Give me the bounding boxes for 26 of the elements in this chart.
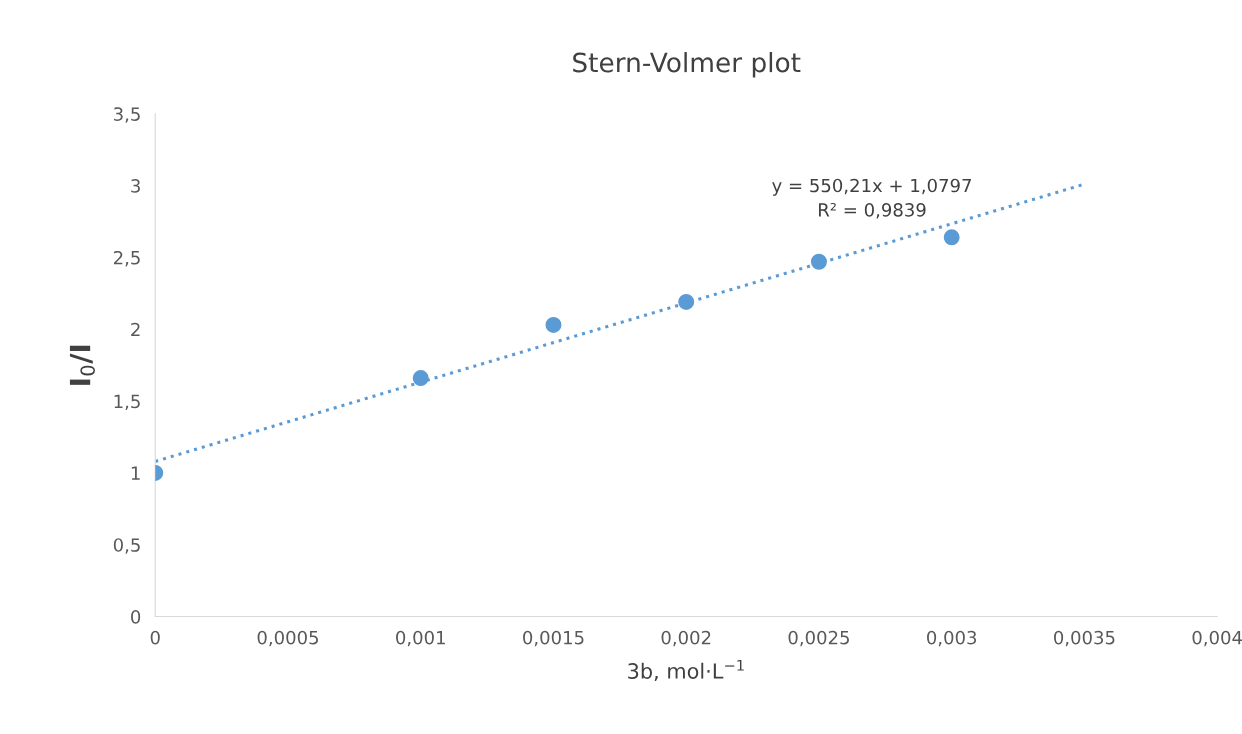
x-tick-label: 0,002	[661, 630, 711, 647]
x-tick-label: 0,0015	[523, 630, 584, 647]
x-axis-title: 3b, mol·L$^{−1}$	[628, 659, 744, 682]
y-tick-label: 0	[131, 610, 141, 624]
x-tick-label: 0,004	[1192, 630, 1242, 647]
x-tick-label: 0,0025	[788, 630, 849, 647]
x-tick-label: 0,0035	[1054, 630, 1115, 647]
x-tick-label: 0,003	[927, 630, 977, 647]
y-tick-label: 0,5	[113, 538, 140, 554]
y-tick-label: 1,5	[114, 394, 140, 411]
point	[678, 293, 695, 310]
y-axis-title: I$_{0}$/I	[69, 345, 96, 385]
point	[545, 316, 562, 333]
x-tick-label: 0,001	[396, 630, 445, 647]
annotation: y = 550,21x + 1,0797 R² = 0,9839	[772, 178, 971, 219]
point	[412, 370, 429, 387]
point	[810, 253, 827, 270]
y-tick-label: 2	[131, 322, 140, 337]
y-tick-label: 1	[131, 466, 140, 480]
chart-title: Stern-Volmer plot	[573, 52, 801, 78]
y-tick-label: 3	[131, 179, 140, 193]
x-tick-label: 0	[150, 630, 160, 645]
x-tick-label: 0,0005	[257, 630, 318, 647]
y-tick-label: 3,5	[114, 107, 140, 123]
point	[943, 229, 960, 246]
y-tick-label: 2,5	[113, 250, 140, 267]
